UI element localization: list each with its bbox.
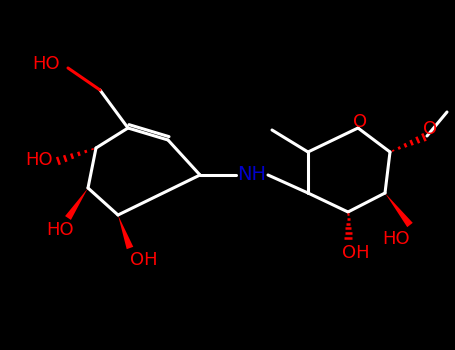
Polygon shape xyxy=(118,215,133,249)
Polygon shape xyxy=(65,188,88,220)
Text: OH: OH xyxy=(342,244,370,262)
Text: NH: NH xyxy=(238,166,267,184)
Text: O: O xyxy=(353,113,367,131)
Text: OH: OH xyxy=(130,251,158,269)
Polygon shape xyxy=(385,193,413,227)
Text: HO: HO xyxy=(32,55,60,73)
Text: HO: HO xyxy=(25,151,53,169)
Text: HO: HO xyxy=(46,221,74,239)
Text: HO: HO xyxy=(382,230,410,248)
Text: O: O xyxy=(423,120,437,138)
